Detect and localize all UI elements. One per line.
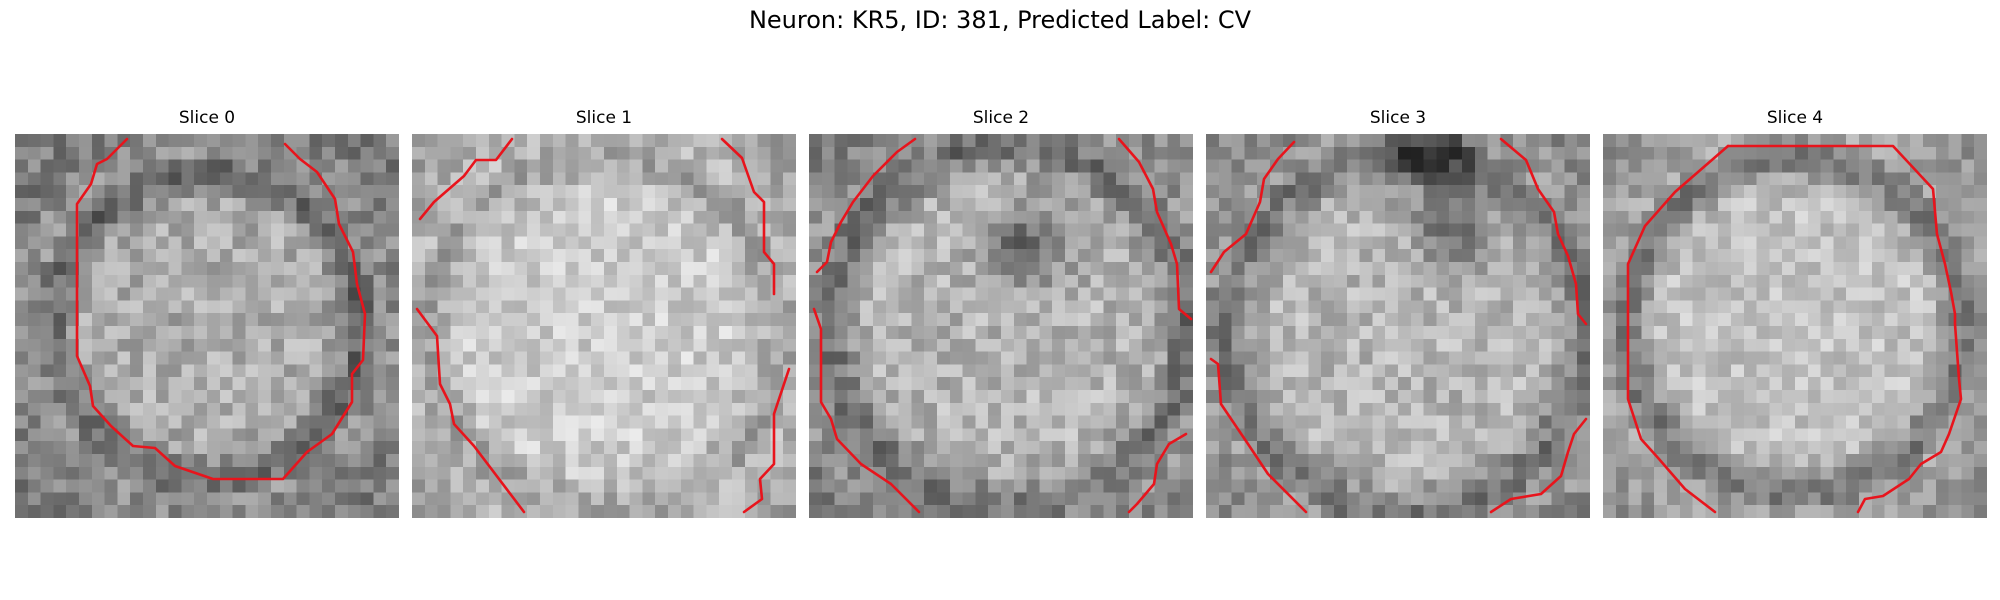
contour-segment bbox=[815, 137, 917, 274]
slice-title-0: Slice 0 bbox=[178, 108, 236, 128]
contour-segment bbox=[1117, 137, 1193, 321]
slice-image-3 bbox=[1206, 134, 1590, 518]
slice-pixels bbox=[1603, 134, 1987, 518]
contour-segment bbox=[1127, 432, 1188, 514]
slice-image-1 bbox=[412, 134, 796, 518]
contour-segment bbox=[75, 137, 367, 481]
contour-lines bbox=[415, 137, 791, 514]
contour-segment bbox=[742, 367, 791, 514]
contour-segment bbox=[1499, 137, 1588, 326]
slice-pixels bbox=[809, 134, 1193, 518]
slice-panel-3: Slice 3 bbox=[1206, 108, 1590, 520]
contour-segment bbox=[418, 137, 514, 221]
slice-panel-0: Slice 0 bbox=[15, 108, 399, 520]
slice-pixels bbox=[412, 134, 796, 518]
contour-segment bbox=[1209, 140, 1296, 274]
contour-lines bbox=[812, 137, 1193, 514]
contour-lines bbox=[75, 137, 367, 481]
contour-segment bbox=[1626, 144, 1730, 514]
slice-title-4: Slice 4 bbox=[1766, 108, 1824, 128]
contour-segment bbox=[415, 307, 526, 514]
contour-segment bbox=[812, 307, 921, 514]
slice-panel-2: Slice 2 bbox=[809, 108, 1193, 520]
contour-segment bbox=[1209, 357, 1308, 514]
slice-image-2 bbox=[809, 134, 1193, 518]
slice-panel-1: Slice 1 bbox=[412, 108, 796, 520]
figure-title: Neuron: KR5, ID: 381, Predicted Label: C… bbox=[748, 6, 1252, 34]
slice-image-4 bbox=[1603, 134, 1987, 518]
slice-title-1: Slice 1 bbox=[575, 108, 633, 128]
slice-image-0 bbox=[15, 134, 399, 518]
slice-panel-4: Slice 4 bbox=[1603, 108, 1987, 520]
slice-title-2: Slice 2 bbox=[972, 108, 1030, 128]
contour-segment bbox=[720, 137, 776, 296]
slice-title-3: Slice 3 bbox=[1369, 108, 1427, 128]
slice-pixels bbox=[15, 134, 399, 518]
contour-segment bbox=[1489, 417, 1588, 514]
slice-pixels bbox=[1206, 134, 1590, 518]
contour-lines bbox=[1626, 144, 1963, 514]
contour-lines bbox=[1209, 137, 1588, 514]
contour-segment bbox=[1726, 144, 1963, 514]
